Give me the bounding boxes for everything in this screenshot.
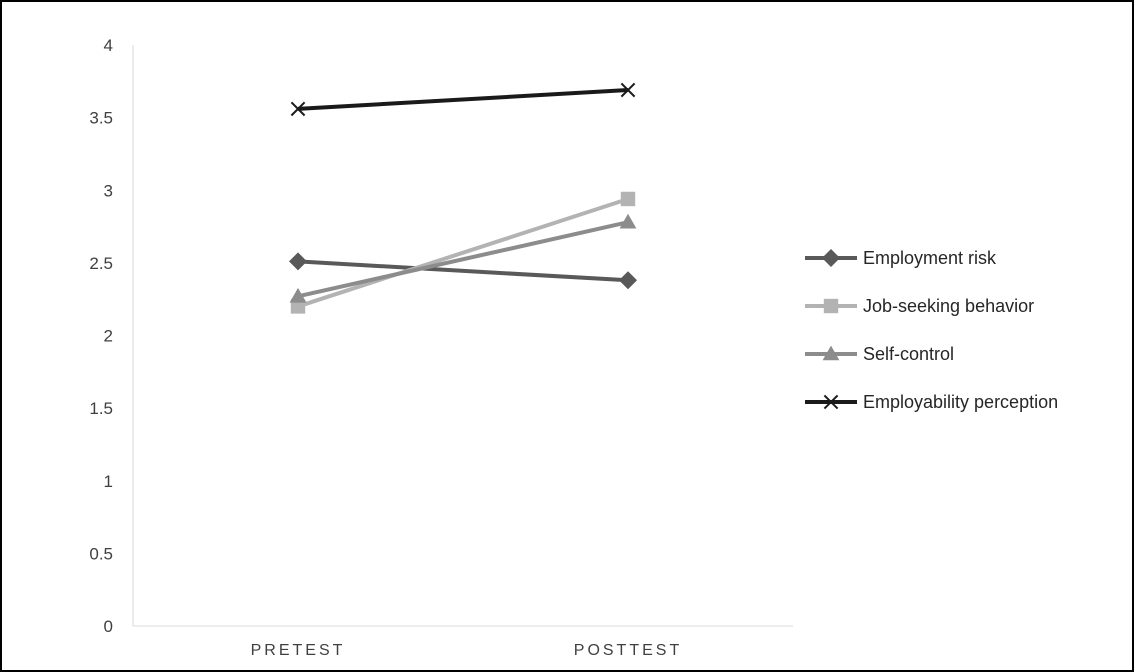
- data-point-x-stroke: [823, 394, 839, 410]
- y-tick-label: 1.5: [89, 399, 113, 418]
- series-lines: [289, 82, 637, 314]
- y-tick-label: 2: [104, 327, 113, 346]
- legend-label: Employment risk: [863, 248, 997, 268]
- x-tick-label: POSTTEST: [574, 642, 682, 659]
- legend-label: Employability perception: [863, 392, 1058, 412]
- data-point-square: [290, 299, 306, 314]
- data-point-triangle: [289, 287, 307, 303]
- y-axis: 0 0.5 1 1.5 2 2.5 3 3.5 4: [89, 36, 134, 636]
- legend-label: Self-control: [863, 344, 954, 364]
- y-tick-label: 1: [104, 472, 113, 491]
- data-point-x-stroke: [620, 82, 636, 98]
- series-line: [297, 88, 629, 111]
- data-point-diamond: [822, 249, 840, 267]
- series-line: [297, 259, 629, 283]
- y-tick-label: 2.5: [89, 254, 113, 273]
- legend: Employment risk Job-seeking behavior Self-…: [805, 248, 1058, 412]
- data-point-triangle: [822, 345, 840, 361]
- data-point-square: [823, 298, 839, 314]
- x-tick-label: PRETEST: [251, 642, 346, 659]
- series-line: [297, 220, 629, 299]
- y-tick-label: 0: [104, 617, 113, 636]
- data-point-square: [620, 191, 636, 207]
- data-point-diamond: [289, 252, 307, 271]
- legend-label: Job-seeking behavior: [863, 296, 1034, 316]
- data-point-x: [823, 394, 839, 410]
- data-point-x: [620, 82, 636, 98]
- y-tick-label: 3.5: [89, 109, 113, 128]
- data-point-x: [290, 101, 306, 117]
- y-tick-label: 0.5: [89, 544, 113, 563]
- data-point-x-stroke: [290, 101, 306, 117]
- series-line: [297, 197, 629, 309]
- y-tick-label: 4: [104, 36, 113, 55]
- x-axis: PRETEST POSTTEST: [133, 625, 793, 659]
- y-tick-label: 3: [104, 181, 113, 200]
- data-point-triangle: [619, 213, 637, 229]
- data-point-diamond: [619, 271, 637, 290]
